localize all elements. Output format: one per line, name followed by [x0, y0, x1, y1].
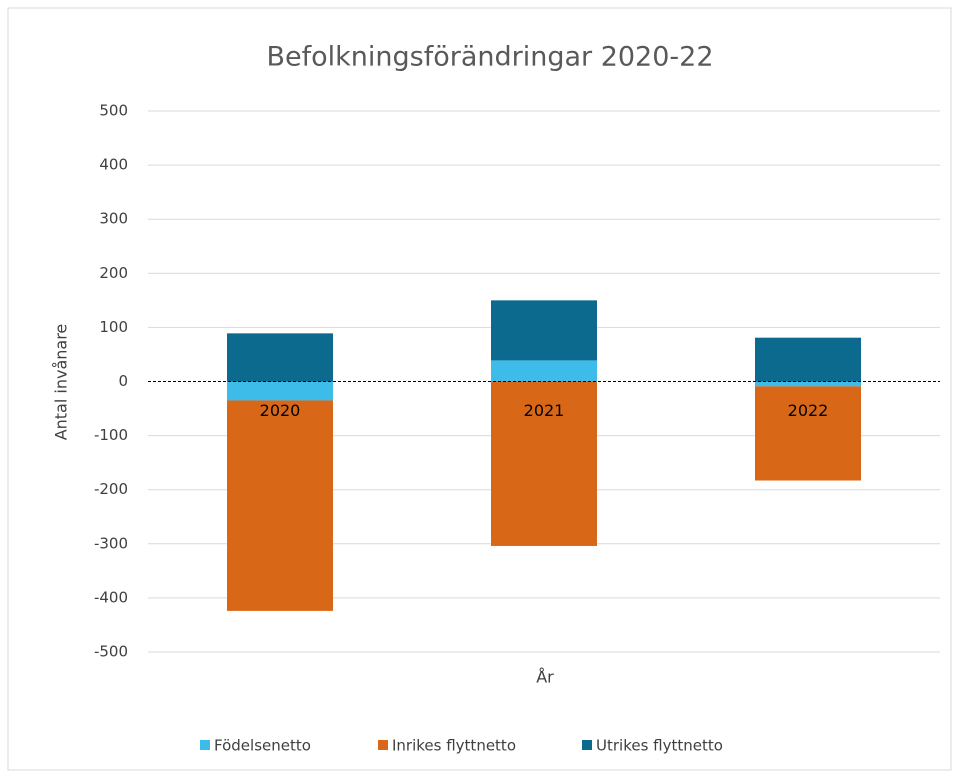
legend-swatch	[582, 740, 592, 750]
y-tick-label: 200	[99, 264, 128, 282]
y-tick-label: -500	[94, 643, 128, 661]
x-tick-label: 2020	[260, 401, 301, 420]
x-tick-label: 2021	[524, 401, 565, 420]
y-tick-label: 100	[99, 318, 128, 336]
bar-segment	[491, 360, 597, 382]
legend-swatch	[200, 740, 210, 750]
y-tick-label: 400	[99, 156, 128, 174]
y-tick-label: 300	[99, 210, 128, 228]
bar-segment	[227, 381, 333, 401]
bar-segment	[227, 400, 333, 611]
legend-label: Födelsenetto	[214, 737, 311, 755]
y-tick-label: 500	[99, 102, 128, 120]
bar-segment	[491, 300, 597, 361]
legend-label: Utrikes flyttnetto	[596, 737, 723, 755]
bar-segment	[755, 386, 861, 481]
chart-title: Befolkningsförändringar 2020-22	[266, 42, 713, 73]
x-axis-title: År	[536, 668, 554, 687]
y-tick-label: 0	[118, 372, 128, 390]
legend-label: Inrikes flyttnetto	[392, 737, 516, 755]
y-axis-title: Antal invånare	[52, 324, 71, 441]
bar-segment	[227, 333, 333, 382]
legend-swatch	[378, 740, 388, 750]
y-tick-label: -400	[94, 588, 128, 606]
y-tick-label: -200	[94, 480, 128, 498]
bar-segment	[755, 381, 861, 387]
y-tick-label: -300	[94, 534, 128, 552]
bar-segment	[491, 381, 597, 546]
bar-segment	[755, 337, 861, 382]
y-tick-label: -100	[94, 426, 128, 444]
x-tick-label: 2022	[788, 401, 829, 420]
